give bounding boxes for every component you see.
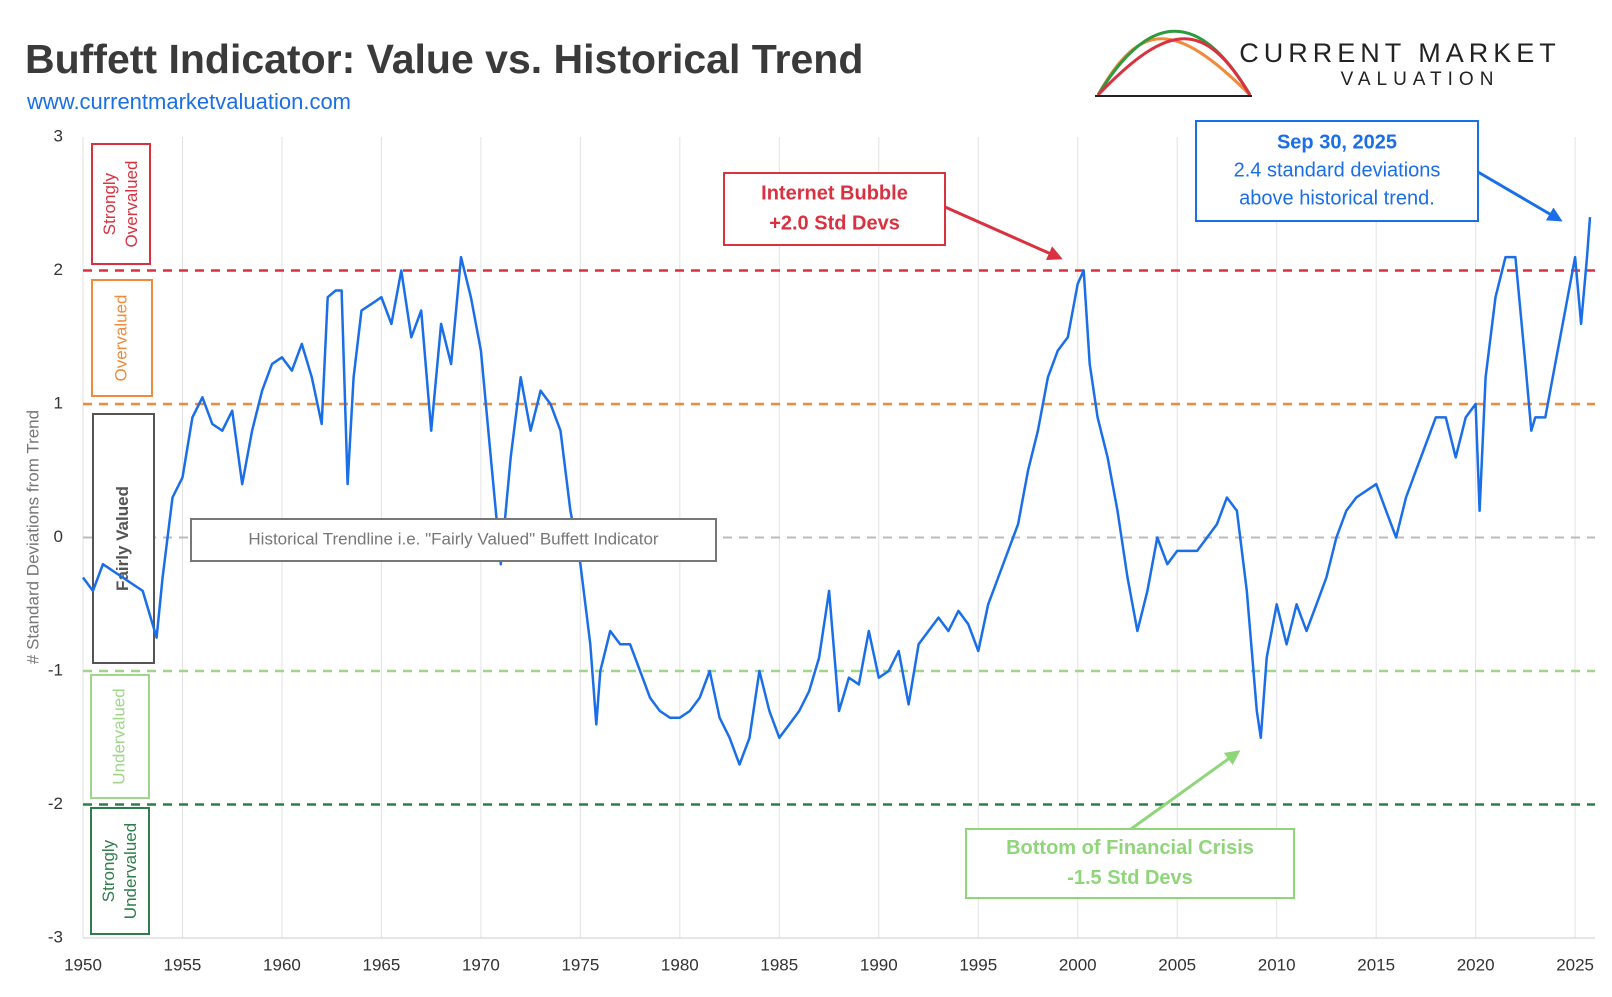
- x-tick-label: 1970: [462, 955, 500, 974]
- chart-subtitle: www.currentmarketvaluation.com: [26, 89, 351, 114]
- annotation-box: [965, 828, 1295, 899]
- y-tick-label: 0: [54, 527, 63, 546]
- logo-text: CURRENT MARKET: [1239, 38, 1561, 68]
- annotation-text: -1.5 Std Devs: [1067, 867, 1193, 889]
- y-tick-label: -2: [48, 794, 63, 813]
- zone-box: [90, 807, 150, 935]
- annotation-text: Historical Trendline i.e. "Fairly Valued…: [248, 529, 659, 548]
- annotation-text: Internet Bubble: [761, 182, 908, 204]
- x-tick-label: 1955: [164, 955, 202, 974]
- logo-curves: [1095, 29, 1252, 97]
- x-tick-label: 1985: [760, 955, 798, 974]
- zone-box: [91, 279, 153, 397]
- x-tick-label: 1990: [860, 955, 898, 974]
- annotation-text: +2.0 Std Devs: [769, 212, 900, 234]
- zone-label: Strongly Overvalued: [100, 161, 141, 248]
- zone-box: [91, 143, 151, 265]
- zone-label: Strongly Undervalued: [99, 823, 140, 919]
- x-tick-label: 2015: [1357, 955, 1395, 974]
- x-tick-label: 1950: [64, 955, 102, 974]
- x-tick-label: 2000: [1059, 955, 1097, 974]
- x-tick-label: 2020: [1457, 955, 1495, 974]
- y-tick-label: 2: [54, 260, 63, 279]
- x-tick-label: 2005: [1158, 955, 1196, 974]
- y-tick-label: -1: [48, 660, 63, 679]
- annotation-box: [723, 172, 946, 246]
- zone-box: [90, 674, 150, 799]
- y-tick-label: -3: [48, 927, 63, 946]
- x-tick-label: 2010: [1258, 955, 1296, 974]
- zone-label-part: Strongly: [99, 839, 118, 902]
- chart-title: Buffett Indicator: Value vs. Historical …: [25, 36, 863, 82]
- annotation-text: above historical trend.: [1239, 187, 1435, 209]
- annotation-text: Bottom of Financial Crisis: [1006, 837, 1254, 859]
- zone-label: Fairly Valued: [113, 486, 132, 591]
- zone-label: Overvalued: [111, 295, 130, 382]
- logo-text: VALUATION: [1341, 69, 1500, 90]
- zone-label-part: Undervalued: [121, 823, 140, 919]
- annotation-text: 2.4 standard deviations: [1234, 159, 1441, 181]
- annotation-box: [190, 518, 717, 562]
- y-axis-label: # Standard Deviations from Trend: [23, 410, 42, 664]
- zone-label-part: Overvalued: [122, 161, 141, 248]
- x-tick-label: 1965: [363, 955, 401, 974]
- annotation-arrow: [944, 205, 1063, 260]
- annotation-text: Sep 30, 2025: [1277, 131, 1397, 153]
- y-tick-label: 3: [54, 126, 63, 145]
- zone-label: Undervalued: [109, 688, 128, 784]
- x-tick-label: 1995: [959, 955, 997, 974]
- x-tick-label: 1980: [661, 955, 699, 974]
- y-tick-label: 1: [54, 393, 63, 412]
- x-tick-label: 1975: [561, 955, 599, 974]
- data-line: [81, 217, 1592, 766]
- zone-box: [92, 413, 155, 664]
- annotation-arrow: [1130, 750, 1241, 831]
- annotation-arrow: [1477, 170, 1563, 222]
- annotation-box: [1195, 120, 1479, 222]
- x-tick-label: 2025: [1556, 955, 1594, 974]
- zone-label-part: Strongly: [100, 172, 119, 235]
- x-tick-label: 1960: [263, 955, 301, 974]
